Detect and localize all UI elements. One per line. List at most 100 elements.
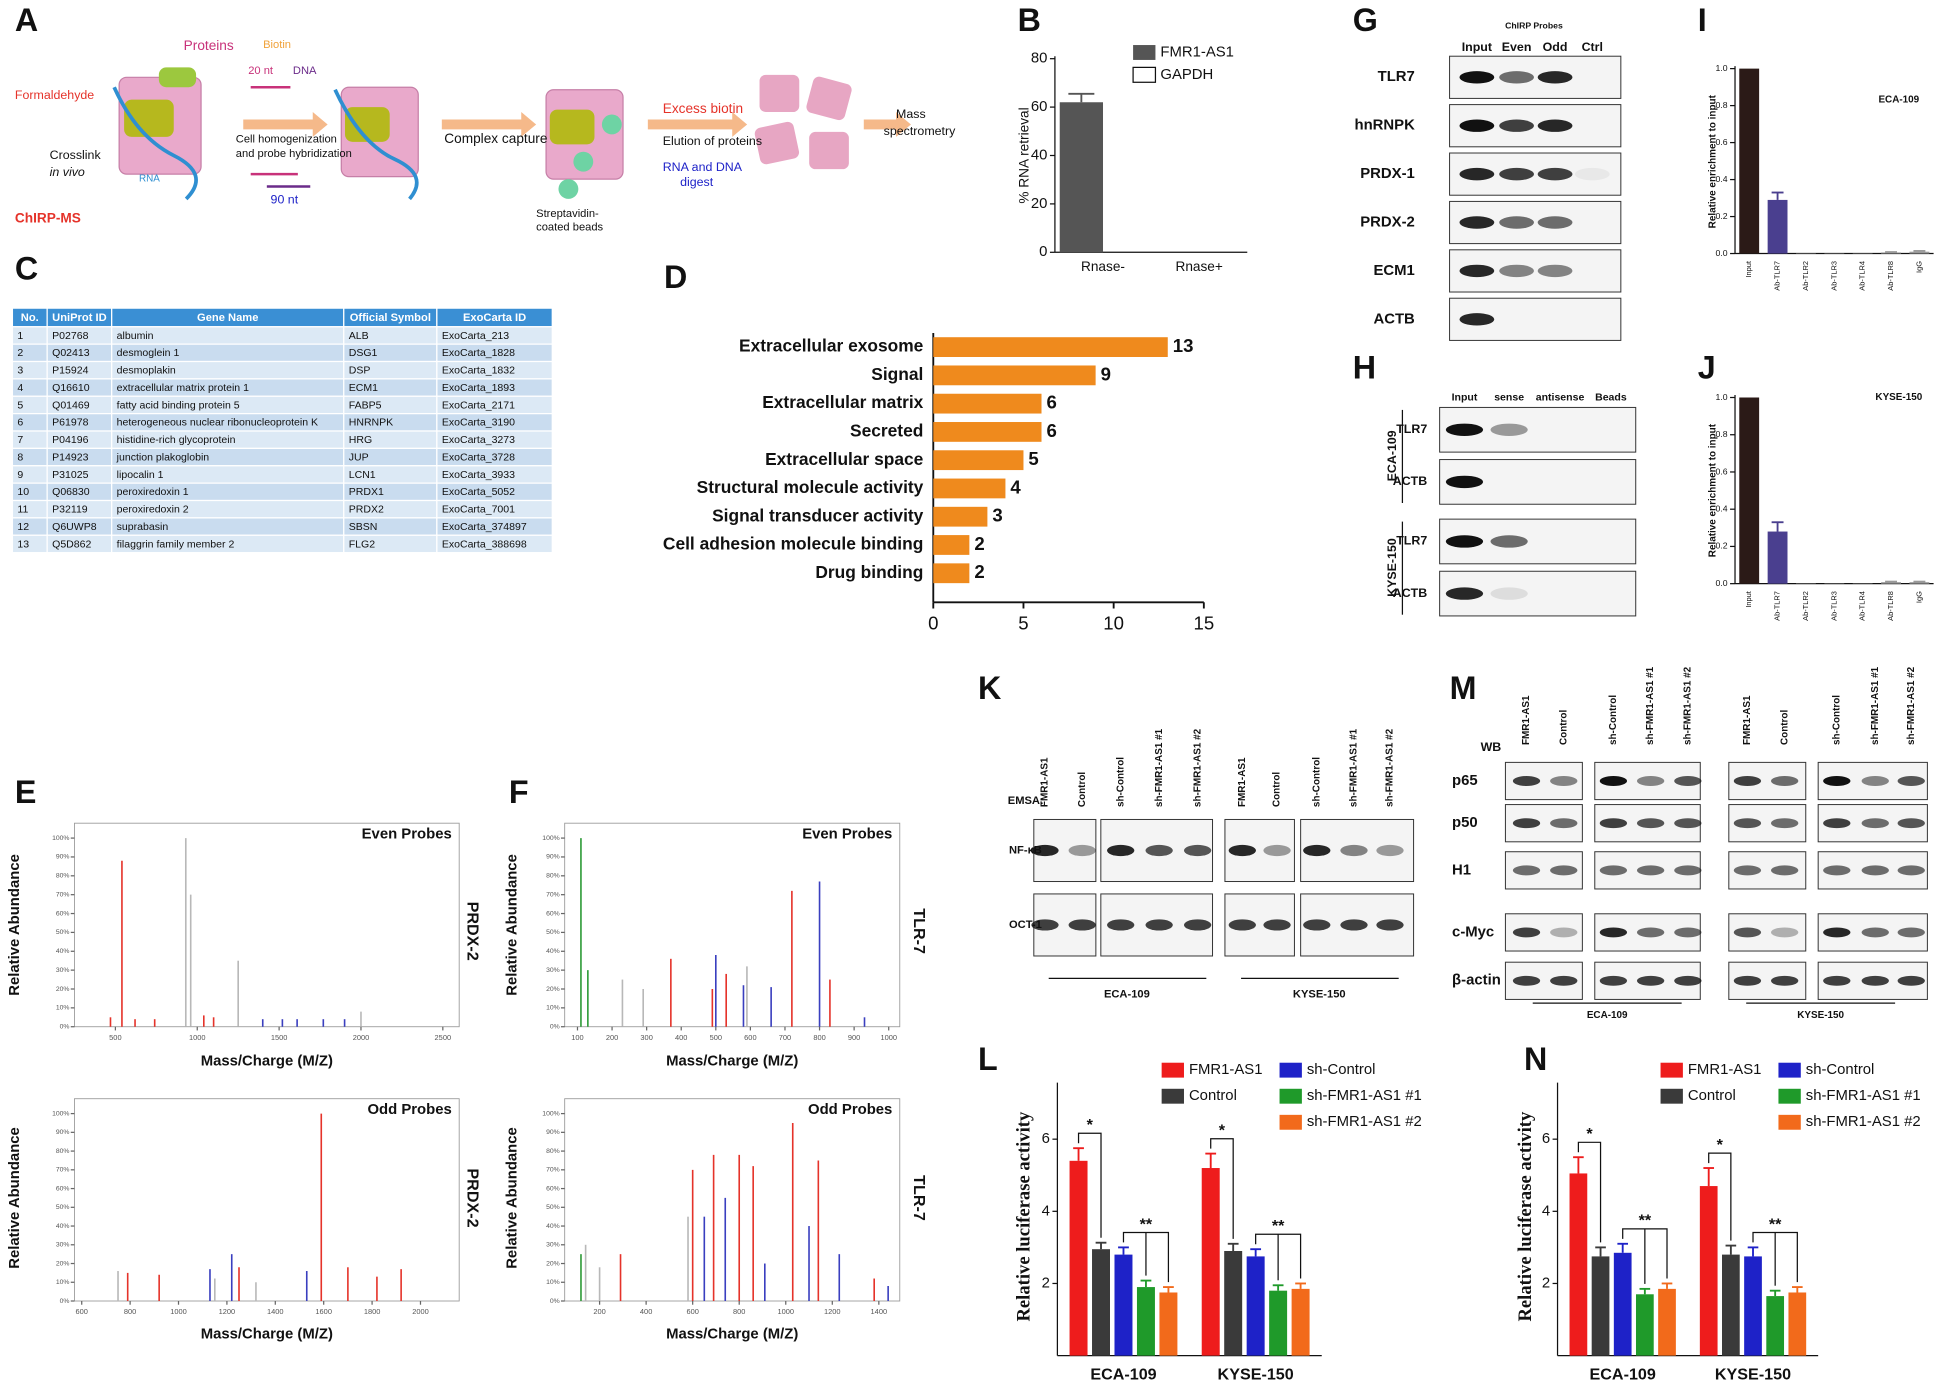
y-tick-label: 40% [546, 1223, 560, 1230]
bar [933, 450, 1024, 471]
blot-band [1674, 776, 1702, 786]
bar [1699, 1186, 1718, 1356]
blot-band [1733, 776, 1762, 786]
lane-label: sh-Control [1831, 695, 1842, 745]
y-tick-label: 1.0 [1716, 63, 1728, 73]
blot-band [1490, 587, 1528, 600]
blot-band [1031, 919, 1059, 931]
schematic-label: Proteins [184, 38, 234, 53]
row-label: p50 [1452, 815, 1478, 831]
blot-band [1599, 927, 1628, 938]
y-tick-label: 60% [546, 910, 560, 917]
bar [1788, 1292, 1807, 1356]
schematic-label: coated beads [536, 221, 603, 233]
y-tick-label: 70% [546, 1167, 560, 1174]
table-text: P02768 [52, 330, 88, 342]
blot-band [1861, 776, 1889, 786]
chart-title: Odd Probes [808, 1102, 892, 1118]
blot-band [1823, 975, 1851, 986]
blot-band [1340, 919, 1368, 931]
significance-mark: ** [1769, 1215, 1782, 1233]
blot-band [1733, 818, 1762, 829]
blot-band [1599, 776, 1628, 786]
row-label: ACTB [1393, 474, 1427, 488]
blot-band [1550, 975, 1578, 986]
table-text: Q5D862 [52, 538, 91, 550]
x-tick-label: 100 [571, 1033, 583, 1042]
protein-piece [809, 131, 849, 170]
bar [933, 393, 1042, 414]
legend-label: sh-FMR1-AS1 #1 [1806, 1088, 1921, 1104]
lane-label: Input [1462, 40, 1492, 54]
y-tick-label: 80% [546, 873, 560, 880]
bar [1569, 1173, 1588, 1356]
table-text: ExoCarta_3190 [442, 417, 515, 429]
blot-band [1537, 167, 1573, 181]
x-tick-label: Ab-TLR4 [1858, 591, 1867, 621]
blot-band [1445, 423, 1484, 436]
y-tick-label: 80 [1031, 51, 1048, 67]
y-tick-label: 6 [1542, 1131, 1550, 1147]
y-tick-label: 90% [56, 1129, 70, 1136]
plot-frame [564, 822, 901, 1028]
x-tick-label: Ab-TLR3 [1829, 591, 1838, 621]
blot-band [1512, 975, 1541, 986]
y-tick-label: Extracellular space [765, 449, 924, 469]
lane-label: sense [1494, 391, 1524, 403]
y-tick-label: 80% [56, 873, 70, 880]
bar [1767, 199, 1788, 254]
y-tick-label: 60% [56, 1185, 70, 1192]
table-text: P61978 [52, 417, 88, 429]
table-text: suprabasin [117, 521, 169, 533]
bead [558, 179, 579, 199]
blot-band [1459, 313, 1495, 326]
y-axis-label: Relative luciferase activity [1515, 1111, 1536, 1321]
bar [933, 478, 1006, 499]
arrow [647, 112, 748, 137]
table-text: ExoCarta_388698 [442, 538, 527, 550]
blot-band [1823, 927, 1851, 938]
table-text: ExoCarta_1832 [442, 365, 515, 377]
lane-label: FMR1-AS1 [1521, 695, 1532, 745]
bar [1291, 1288, 1310, 1356]
blot-band [1823, 865, 1851, 876]
bar [1909, 582, 1930, 584]
panel-letter: I [1698, 2, 1707, 38]
x-tick-label: 400 [640, 1307, 652, 1316]
row-label: H1 [1452, 862, 1471, 878]
lane-label: Beads [1595, 391, 1627, 403]
x-tick-label: Ab-TLR7 [1773, 591, 1782, 621]
blot-band [1733, 927, 1762, 938]
blot-band [1490, 535, 1528, 548]
table-text: 12 [17, 521, 29, 533]
y-tick-label: 0.4 [1716, 174, 1728, 184]
x-tick-label: 2000 [353, 1033, 370, 1042]
table-text: LCN1 [349, 469, 376, 481]
significance-mark: * [1586, 1125, 1593, 1143]
table-text: HRG [349, 434, 372, 446]
y-tick-label: 0% [550, 1024, 560, 1031]
blot-band [1537, 71, 1573, 84]
lane-label: sh-Control [1608, 695, 1619, 745]
y-tick-label: 2 [1042, 1275, 1050, 1291]
blot-band [1183, 844, 1212, 857]
blot-band [1636, 975, 1665, 986]
y-tick-label: 10% [546, 1279, 560, 1286]
y-tick-label: 80% [56, 1148, 70, 1155]
lane-label: Even [1502, 40, 1532, 54]
bar [933, 337, 1168, 357]
y-tick-label: 40% [56, 948, 70, 955]
x-tick-label: 600 [686, 1307, 698, 1316]
blot-band [1771, 776, 1799, 786]
table-text: fatty acid binding protein 5 [117, 399, 240, 411]
y-tick-label: 0.2 [1716, 211, 1728, 221]
protein-blob [158, 67, 197, 88]
blot-band [1263, 844, 1291, 857]
y-tick-label: 0% [60, 1024, 70, 1031]
blot-band [1263, 919, 1291, 931]
lane-label: sh-FMR1-AS1 #1 [1870, 666, 1881, 745]
x-axis-label: Mass/Charge (M/Z) [201, 1053, 333, 1069]
table-text: FABP5 [349, 399, 382, 411]
legend-swatch [1279, 1062, 1302, 1078]
